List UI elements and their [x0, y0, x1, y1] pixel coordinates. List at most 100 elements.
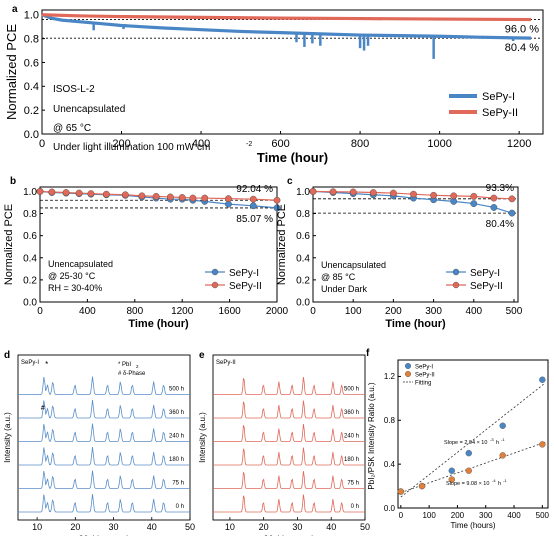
series-line-SePy-II — [39, 190, 278, 201]
x-tick-label: 40 — [326, 522, 336, 532]
x-tick-label: 100 — [422, 511, 436, 520]
panel-letter: d — [4, 350, 10, 361]
plot-frame — [39, 186, 278, 303]
x-tick-label: 20 — [70, 522, 80, 532]
data-point-SePy-I — [273, 204, 281, 212]
y-tick-label: 0.6 — [296, 231, 310, 242]
legend-label: SePy-I — [415, 365, 433, 371]
curve-label: 180 h — [169, 457, 184, 463]
x-tick-label: 500 — [506, 306, 523, 317]
x-tick-label: 600 — [271, 138, 289, 150]
y-tick-label: 0.2 — [23, 275, 37, 286]
xrd-curve — [213, 470, 365, 489]
slope-unit: h — [498, 481, 501, 487]
y-tick-label: 0.2 — [296, 275, 310, 286]
end-label: 93.3% — [486, 183, 514, 194]
fit-line — [400, 441, 546, 494]
data-point-SePy-II — [102, 190, 110, 198]
x-tick-label: 10 — [32, 522, 42, 532]
annotation-superscript: -2 — [246, 141, 252, 148]
x-axis-label: 2θ (degrees) — [263, 534, 314, 536]
annotation: Under Dark — [321, 284, 368, 294]
fit-line — [400, 382, 546, 498]
panel-letter: c — [287, 176, 293, 187]
slope-exponent: -3 — [490, 437, 494, 442]
xrd-curve — [18, 399, 190, 419]
data-point-SePy-II — [448, 476, 455, 483]
curve-label: 180 h — [344, 457, 359, 463]
data-point-SePy-II — [309, 188, 317, 195]
x-tick-label: 0 — [399, 511, 404, 520]
y-tick-label: 0.8 — [24, 33, 39, 45]
legend-marker — [405, 371, 412, 378]
slope-exponent: -4 — [492, 478, 496, 483]
legend-label: * PbI — [118, 362, 131, 368]
panel-a: 0 200 400 600 800 1000 1200 0.0 0.2 0.4 0.6 0.8 1.0 T… — [4, 4, 544, 165]
y-tick-label: 0.0 — [24, 129, 39, 141]
x-tick-label: 40 — [147, 522, 157, 532]
panel-c: 0 100 200 300 400 500 0.0 0.2 0.4 0.6 0.8 1.0 Time (… — [276, 176, 523, 330]
xrd-curve — [18, 470, 190, 489]
x-axis-label: 2θ (degrees) — [78, 534, 129, 536]
data-point-SePy-II — [418, 482, 426, 490]
data-point-SePy-II — [36, 188, 44, 195]
data-point-SePy-II — [189, 194, 197, 202]
x-tick-label: 50 — [360, 522, 370, 532]
y-axis-label: PbI₂/PSK Intensity Ratio (a.u.) — [367, 382, 376, 489]
end-label: 92.04 % — [236, 184, 273, 195]
xrd-curve — [18, 446, 190, 466]
data-point-SePy-II — [225, 195, 232, 203]
x-tick-label: 200 — [451, 511, 465, 520]
slope-unit: h — [496, 440, 499, 446]
panel-b: 0 400 800 1200 1600 2000 0.0 0.2 0.4 0.6 0.8 1.0 Tim… — [3, 176, 289, 330]
y-axis-label: Intensity (a.u.) — [198, 412, 207, 463]
data-point-SePy-I — [490, 204, 498, 211]
plot-frame — [212, 354, 366, 521]
x-axis-label: Time (hours) — [450, 521, 495, 530]
data-point-SePy-II — [166, 193, 174, 201]
panel-d: 10 20 30 40 50 2θ (degrees) Intensity (a.u.) Se… — [3, 350, 195, 536]
data-point-SePy-I — [508, 209, 516, 217]
annotation: Unencapsulated — [48, 259, 113, 269]
legend-label: SePy-II — [482, 107, 518, 119]
y-tick-label: 0.2 — [24, 105, 39, 117]
x-tick-label: 300 — [425, 306, 442, 317]
data-point-SePy-II — [273, 196, 281, 204]
xrd-curve — [18, 493, 190, 513]
x-tick-label: 800 — [351, 138, 369, 150]
x-axis-label: Time (hour) — [128, 318, 189, 330]
y-axis-label: Intensity (a.u.) — [3, 412, 12, 463]
panel-title: SePy-II — [216, 360, 236, 366]
panel-f: 0 100 200 300 400 500 0.0 0.4 0.8 1.2 Time (hours)… — [366, 348, 550, 530]
panel-e: 10 20 30 40 50 2θ (degrees) Intensity (a.u.) Se… — [198, 350, 370, 536]
data-point-SePy-II — [48, 188, 56, 196]
y-tick-label: 0.6 — [23, 231, 37, 242]
end-label: 96.0 % — [505, 24, 539, 36]
y-tick-label: 0.8 — [296, 209, 310, 220]
slope-label: Slope = 2.04 × 10 — [444, 440, 487, 446]
curve-label: 0 h — [351, 504, 359, 510]
data-point-SePy-II — [152, 192, 160, 200]
plot-frame — [312, 186, 519, 303]
curve-label: 500 h — [169, 387, 184, 393]
x-tick-label: 400 — [192, 138, 210, 150]
x-tick-label: 800 — [126, 306, 143, 317]
series-line-SePy-II — [41, 13, 532, 22]
data-point-SePy-II — [389, 189, 397, 197]
data-point-SePy-I — [448, 467, 455, 474]
data-point-SePy-II — [75, 189, 83, 197]
x-tick-label: 1600 — [218, 306, 241, 317]
data-point-SePy-II — [178, 194, 186, 201]
data-point-SePy-I — [465, 449, 472, 457]
y-tick-label: 0.0 — [296, 298, 310, 309]
y-tick-label: 0.4 — [23, 253, 37, 264]
x-tick-label: 1200 — [171, 306, 194, 317]
x-tick-label: 30 — [292, 522, 302, 532]
legend-marker — [211, 281, 219, 289]
y-tick-label: 0.8 — [23, 209, 37, 220]
x-tick-label: 1200 — [507, 138, 531, 150]
xrd-curve — [18, 376, 190, 395]
plot-frame — [397, 359, 549, 509]
y-tick-label: 0.4 — [384, 460, 396, 469]
legend-label: # δ-Phase — [118, 371, 146, 377]
